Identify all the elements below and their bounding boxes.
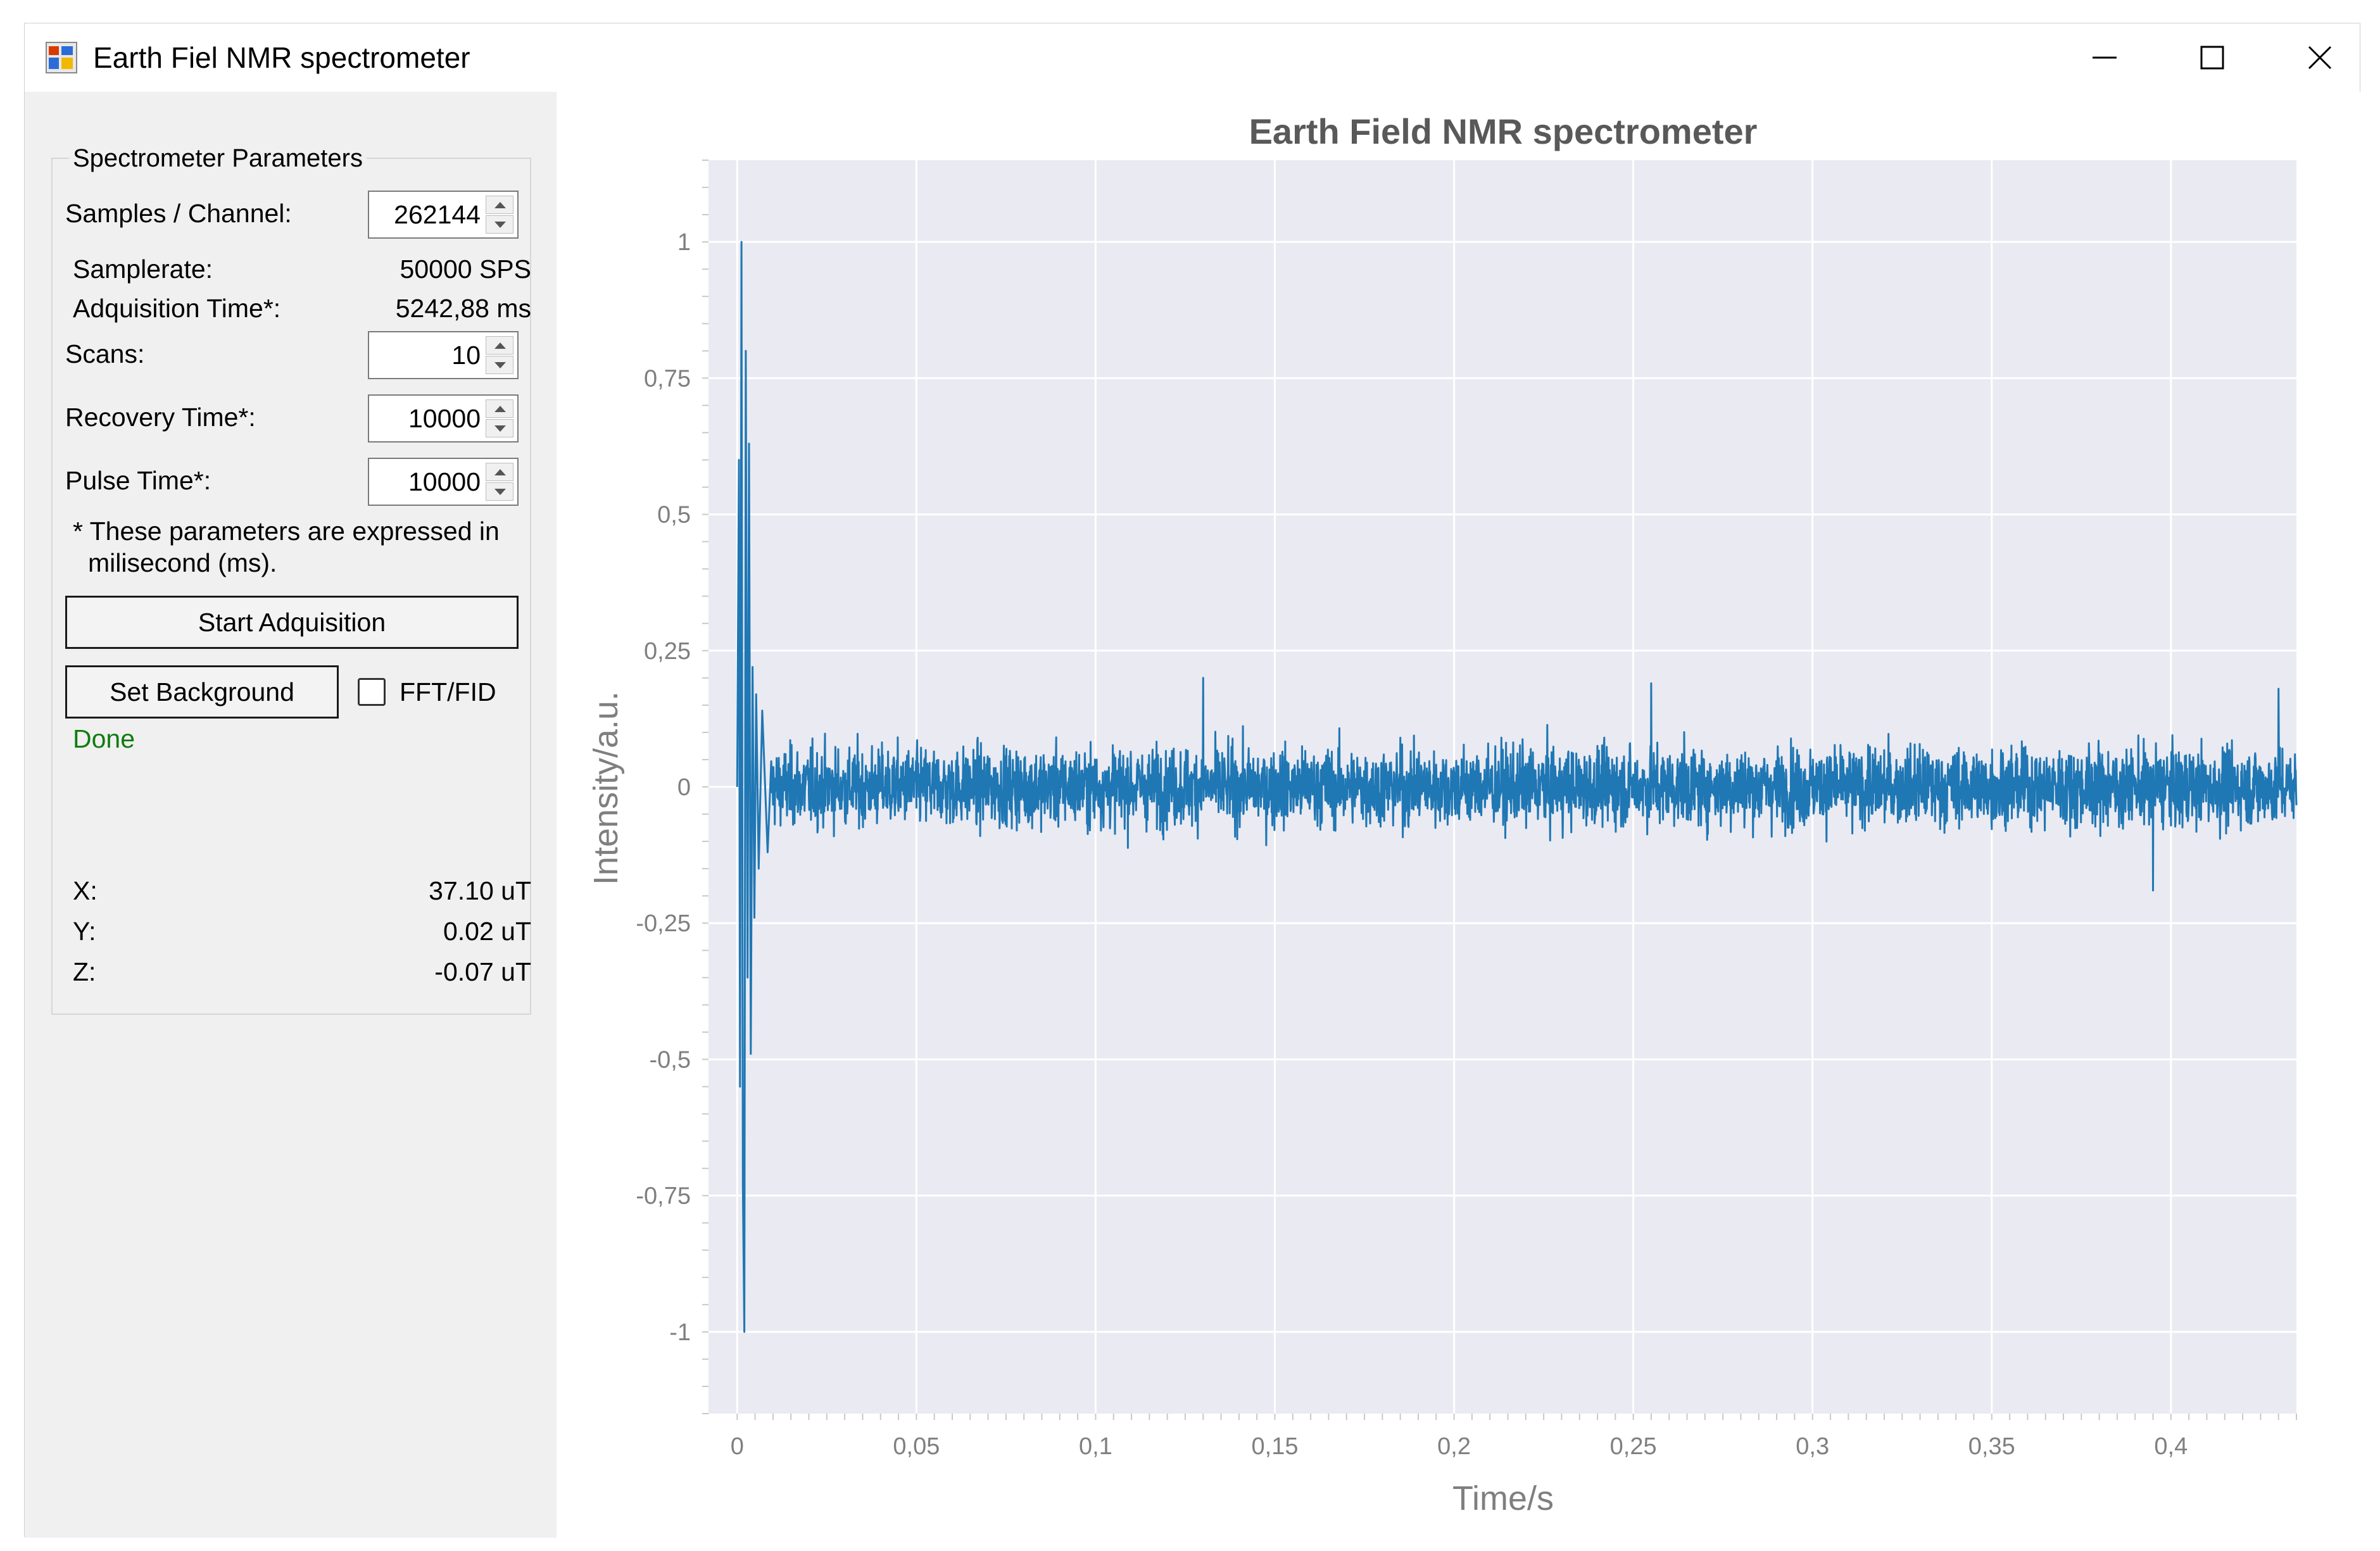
y-tick-label: 0	[677, 774, 691, 801]
chart-panel[interactable]: Earth Field NMR spectrometer 0 0,05 0,1 0,1…	[557, 92, 2361, 1538]
field-z-value: -0.07 uT	[434, 957, 531, 986]
x-tick-label: 0,15	[1252, 1433, 1299, 1460]
axis-minor-ticks	[702, 160, 2297, 1420]
acquisition-time-label: Adquisition Time*:	[73, 294, 281, 323]
samplerate-value: 50000 SPS	[400, 254, 531, 284]
fid-signal-series	[736, 241, 2298, 1333]
stepper-up-button[interactable]	[486, 399, 513, 418]
series-layer	[736, 241, 2298, 1333]
pulse-time-stepper[interactable]: 10000	[368, 458, 519, 506]
arrow-down-icon	[494, 222, 506, 228]
arrow-down-icon	[494, 362, 506, 368]
title-bar[interactable]: Earth Fiel NMR spectrometer	[25, 23, 2360, 92]
stepper-down-button[interactable]	[486, 215, 513, 234]
stepper-up-button[interactable]	[486, 196, 513, 214]
stepper-down-button[interactable]	[486, 356, 513, 374]
stepper-up-button[interactable]	[486, 336, 513, 355]
acquisition-time-value: 5242,88 ms	[395, 294, 531, 323]
y-axis-label: Intensity/a.u.	[587, 691, 625, 885]
recovery-time-stepper[interactable]: 10000	[368, 394, 519, 443]
minimize-button[interactable]	[2051, 23, 2158, 92]
x-axis-label: Time/s	[1452, 1479, 1554, 1517]
y-tick-label: 1	[677, 229, 691, 256]
samples-label: Samples / Channel:	[65, 199, 292, 228]
units-note-line-2: milisecond (ms).	[88, 548, 277, 577]
arrow-up-icon	[494, 342, 506, 349]
arrow-up-icon	[494, 406, 506, 412]
start-acquisition-button[interactable]: Start Adquisition	[65, 596, 519, 649]
field-x-label: X:	[73, 876, 98, 905]
group-title: Spectrometer Parameters	[69, 144, 367, 173]
recovery-time-value[interactable]: 10000	[408, 404, 481, 433]
x-tick-label: 0,35	[1968, 1433, 2015, 1460]
nmr-chart[interactable]: Earth Field NMR spectrometer 0 0,05 0,1 0,1…	[557, 92, 2361, 1538]
set-background-button[interactable]: Set Background	[65, 665, 339, 719]
arrow-up-icon	[494, 469, 506, 475]
x-tick-label: 0,05	[893, 1433, 940, 1460]
scans-value[interactable]: 10	[451, 341, 481, 370]
x-tick-labels: 0 0,05 0,1 0,15 0,2 0,25 0,3 0,35 0,4	[731, 1433, 2188, 1460]
arrow-up-icon	[494, 202, 506, 208]
app-icon	[46, 42, 77, 73]
x-tick-label: 0,3	[1796, 1433, 1829, 1460]
x-tick-label: 0,1	[1079, 1433, 1112, 1460]
maximize-button[interactable]	[2158, 23, 2266, 92]
units-note-line-1: * These parameters are expressed in	[73, 517, 500, 546]
arrow-down-icon	[494, 425, 506, 432]
grid-lines	[708, 160, 2296, 1414]
close-icon	[2308, 46, 2332, 70]
arrow-down-icon	[494, 489, 506, 495]
scans-label: Scans:	[65, 339, 145, 368]
pulse-time-value[interactable]: 10000	[408, 467, 481, 496]
stepper-arrows[interactable]	[486, 336, 513, 374]
field-y-value: 0.02 uT	[443, 917, 531, 946]
y-tick-labels: 1 0,75 0,5 0,25 0 -0,25 -0,5 -0,75 -1	[636, 229, 691, 1346]
fft-fid-label[interactable]: FFT/FID	[400, 677, 496, 706]
maximize-icon	[2200, 46, 2224, 70]
x-tick-label: 0,25	[1610, 1433, 1657, 1460]
samples-value[interactable]: 262144	[394, 200, 481, 229]
chart-title: Earth Field NMR spectrometer	[1249, 111, 1758, 151]
x-tick-label: 0	[731, 1433, 744, 1460]
stepper-arrows[interactable]	[486, 463, 513, 501]
app-window: Earth Fiel NMR spectrometer Spectrometer…	[24, 23, 2361, 1538]
status-text: Done	[73, 724, 135, 753]
recovery-time-label: Recovery Time*:	[65, 403, 256, 432]
x-tick-label: 0,2	[1437, 1433, 1471, 1460]
y-tick-label: -0,5	[650, 1046, 691, 1073]
field-z-label: Z:	[73, 957, 96, 986]
stepper-down-button[interactable]	[486, 482, 513, 501]
y-tick-label: 0,25	[644, 638, 691, 665]
samplerate-label: Samplerate:	[73, 254, 213, 284]
y-tick-label: -1	[669, 1319, 691, 1346]
field-y-label: Y:	[73, 917, 96, 946]
window-title: Earth Fiel NMR spectrometer	[93, 41, 470, 74]
x-tick-label: 0,4	[2154, 1433, 2188, 1460]
close-button[interactable]	[2266, 23, 2374, 92]
y-tick-label: -0,25	[636, 910, 691, 937]
field-x-value: 37.10 uT	[429, 876, 531, 905]
y-tick-label: -0,75	[636, 1183, 691, 1210]
stepper-arrows[interactable]	[486, 399, 513, 437]
stepper-down-button[interactable]	[486, 419, 513, 437]
parameters-panel: Spectrometer Parameters Samples / Channe…	[25, 92, 557, 1538]
y-tick-label: 0,75	[644, 365, 691, 392]
y-tick-label: 0,5	[657, 502, 691, 529]
pulse-time-label: Pulse Time*:	[65, 466, 211, 495]
minimize-icon	[2093, 56, 2117, 59]
stepper-up-button[interactable]	[486, 463, 513, 481]
scans-stepper[interactable]: 10	[368, 331, 519, 379]
fft-fid-checkbox[interactable]	[358, 678, 386, 706]
samples-stepper[interactable]: 262144	[368, 191, 519, 239]
stepper-arrows[interactable]	[486, 196, 513, 234]
